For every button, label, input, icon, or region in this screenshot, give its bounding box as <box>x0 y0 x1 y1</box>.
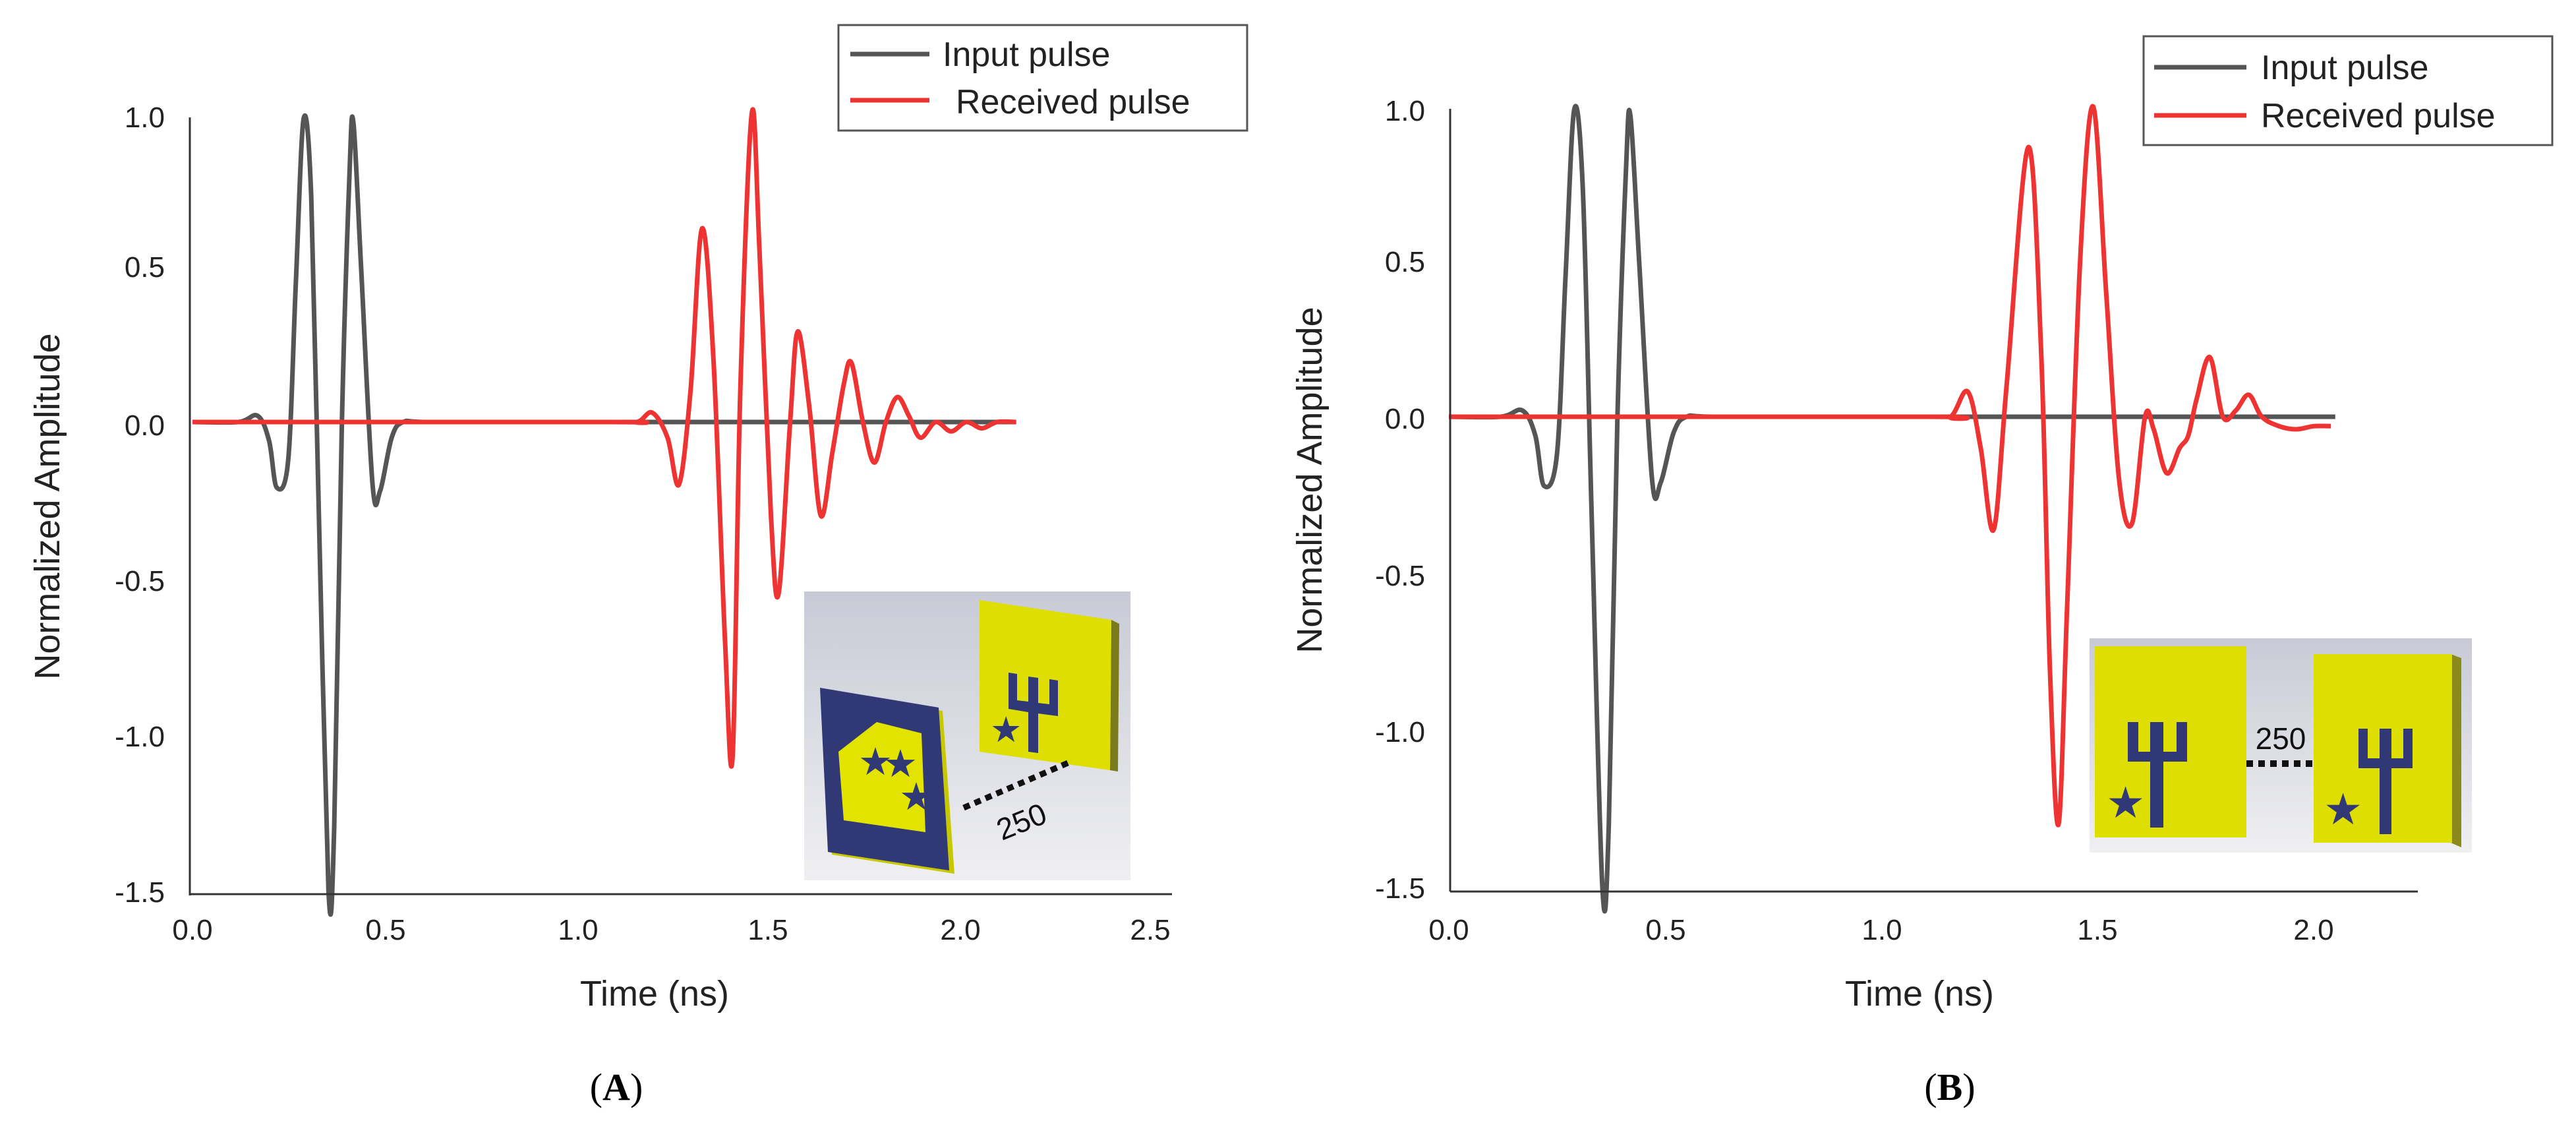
x-axis-a: 0.0 0.5 1.0 1.5 2.0 2.5 Time (ns) <box>172 893 1172 1014</box>
received-pulse-line-b <box>1448 104 2331 828</box>
y-tick-label: -1.0 <box>1375 716 1425 748</box>
y-tick-label: 1.0 <box>1385 95 1425 127</box>
legend-b: Input pulse Received pulse <box>2142 35 2554 146</box>
y-tick-label: -1.5 <box>115 876 165 909</box>
x-tick-label: 2.0 <box>940 914 980 946</box>
distance-label-b: 250 <box>2256 721 2306 756</box>
svg-text:★: ★ <box>899 774 933 819</box>
y-tick-label: 0.0 <box>1385 403 1425 435</box>
x-tick-label: 2.0 <box>2293 914 2333 946</box>
y-axis-title-b: Normalized Amplitude <box>1290 307 1330 653</box>
panel-letter-b: B <box>1937 1066 1963 1108</box>
svg-text:★: ★ <box>858 739 893 784</box>
legend-label-received-a: Received pulse <box>956 83 1190 121</box>
svg-text:★: ★ <box>990 709 1022 750</box>
right-antenna-icon: ★ <box>2314 654 2461 847</box>
dark-antenna-icon: ★ ★ ★ <box>820 688 954 874</box>
left-antenna-icon: ★ <box>2095 646 2246 837</box>
y-tick-label: 0.0 <box>125 409 165 442</box>
plot-area-a: ★ ★ ★ ★ 250 <box>192 107 1130 917</box>
y-axis-a: 1.0 0.5 0.0 -0.5 -1.0 -1.5 Normalized Am… <box>28 102 191 909</box>
y-tick-label: 0.5 <box>125 251 165 284</box>
x-tick-label: 0.5 <box>365 914 405 946</box>
y-tick-label: -1.0 <box>115 721 165 753</box>
antenna-inset-b: ★ ★ 250 <box>2090 638 2472 853</box>
input-pulse-line-a <box>192 113 1016 917</box>
x-tick-label: 2.5 <box>1130 914 1170 946</box>
panel-label-a: (A) <box>590 1066 643 1108</box>
panel-a: ★ ★ ★ ★ 250 1.0 0.5 0.0 <box>28 24 1248 1108</box>
plot-area-b: ★ ★ 250 <box>1448 104 2472 914</box>
legend-label-input-b: Input pulse <box>2261 49 2428 87</box>
panel-letter-a: A <box>602 1066 630 1108</box>
x-tick-label: 1.0 <box>1861 914 1902 946</box>
svg-text:★: ★ <box>2106 777 2145 828</box>
x-axis-title-b: Time (ns) <box>1845 974 1994 1014</box>
legend-a: Input pulse Received pulse <box>837 24 1248 132</box>
panel-b: ★ ★ 250 1.0 0.5 0.0 -0.5 -1.0 -1.5 <box>1290 35 2554 1108</box>
x-tick-label: 1.5 <box>747 914 788 946</box>
y-axis-title-a: Normalized Amplitude <box>28 333 67 679</box>
panel-label-b: (B) <box>1924 1066 1975 1108</box>
svg-text:★: ★ <box>2324 784 2362 835</box>
x-tick-label: 1.0 <box>558 914 598 946</box>
legend-label-received-b: Received pulse <box>2261 97 2496 135</box>
y-tick-label: -0.5 <box>1375 560 1425 592</box>
y-tick-label: -1.5 <box>1375 872 1425 905</box>
x-axis-title-a: Time (ns) <box>580 974 729 1014</box>
x-tick-label: 0.0 <box>1428 914 1469 946</box>
legend-label-input-a: Input pulse <box>943 36 1110 74</box>
y-axis-b: 1.0 0.5 0.0 -0.5 -1.0 -1.5 Normalized Am… <box>1290 95 1451 905</box>
antenna-inset-a: ★ ★ ★ ★ 250 <box>804 591 1130 880</box>
y-tick-label: 1.0 <box>125 102 165 134</box>
received-pulse-line-a <box>192 107 1016 769</box>
x-tick-label: 1.5 <box>2077 914 2117 946</box>
yellow-antenna-icon: ★ <box>980 600 1119 772</box>
y-tick-label: -0.5 <box>115 565 165 597</box>
x-axis-b: 0.0 0.5 1.0 1.5 2.0 Time (ns) <box>1428 890 2418 1014</box>
x-tick-label: 0.0 <box>172 914 212 946</box>
y-tick-label: 0.5 <box>1385 246 1425 278</box>
svg-text:★: ★ <box>883 741 918 786</box>
x-tick-label: 0.5 <box>1645 914 1685 946</box>
